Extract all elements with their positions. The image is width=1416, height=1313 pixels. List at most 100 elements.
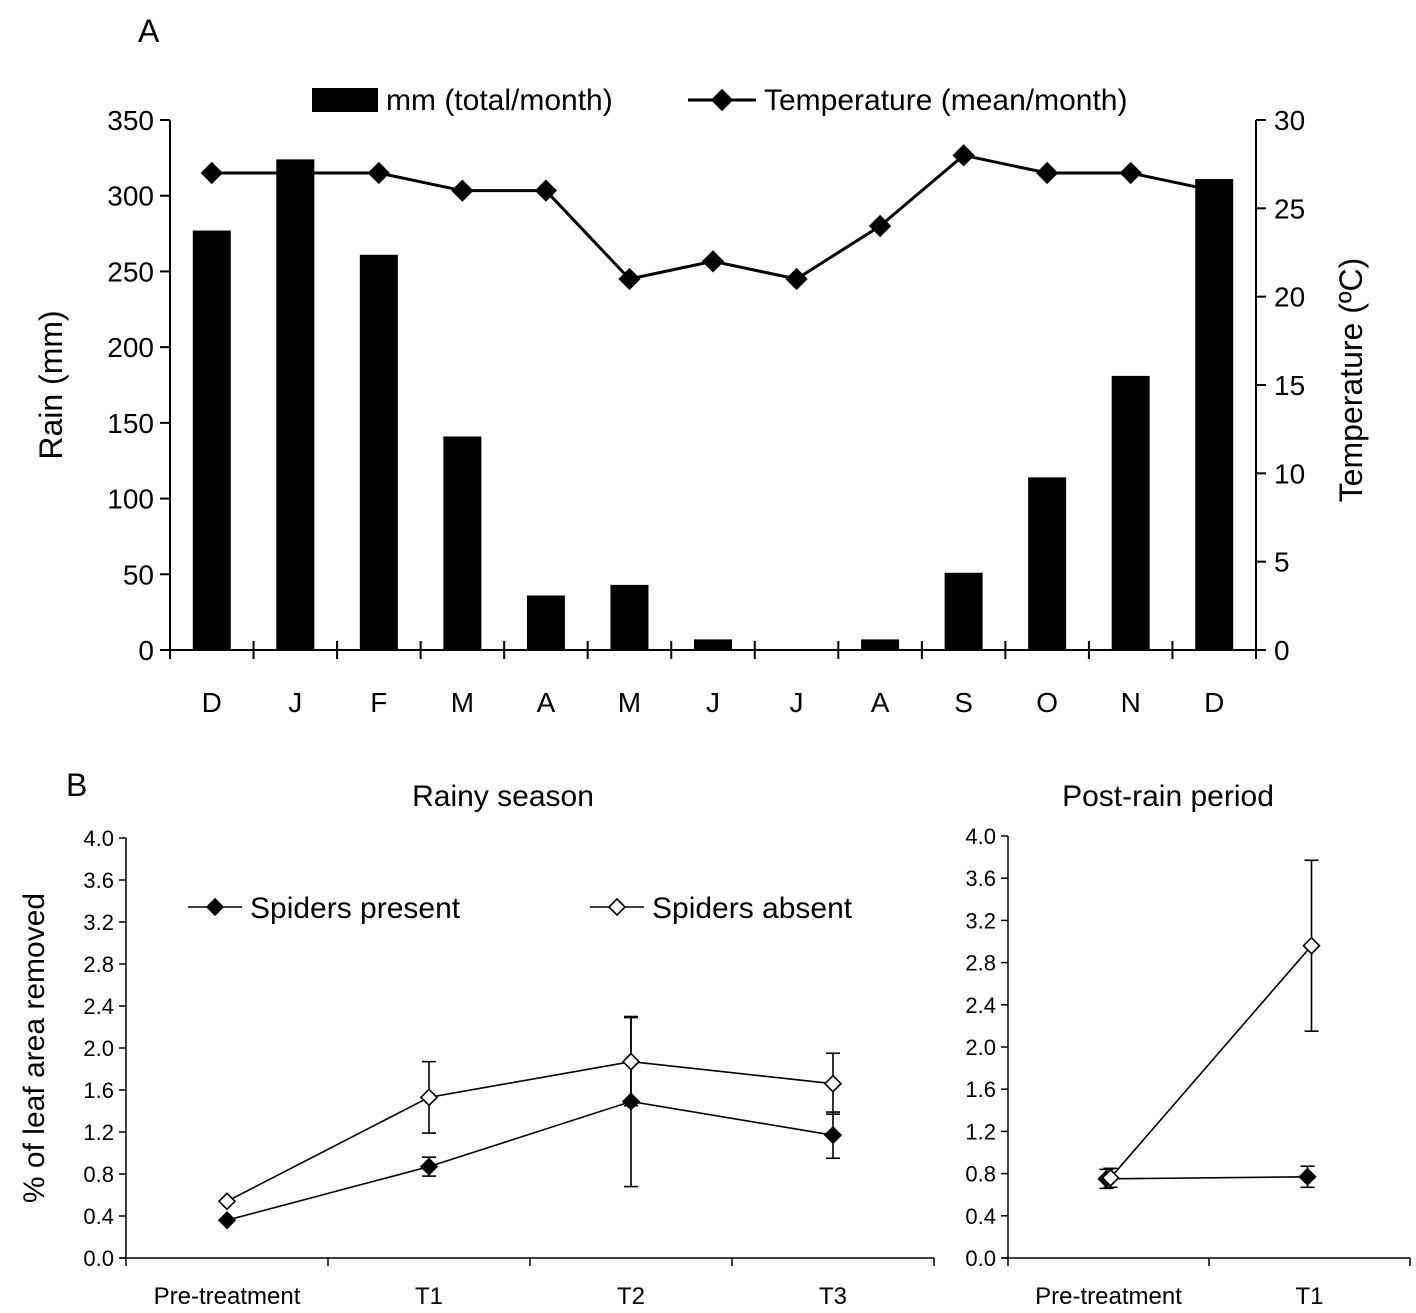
- left-axis-tick-label: 300: [107, 181, 154, 212]
- y-axis-tick-label: 4.0: [965, 824, 996, 849]
- y-axis-tick-label: 0.8: [965, 1162, 996, 1187]
- right-axis-tick-label: 5: [1274, 547, 1290, 578]
- temperature-marker: [1203, 179, 1226, 202]
- panel-label: A: [138, 13, 160, 49]
- rain-bar: [192, 230, 231, 651]
- x-axis-tick-label: D: [1204, 687, 1224, 718]
- temperature-marker: [451, 179, 474, 202]
- x-axis-tick-label: A: [871, 687, 890, 718]
- y-axis-tick-label: 1.6: [83, 1078, 114, 1103]
- y-axis-tick-label: 0.8: [83, 1162, 114, 1187]
- left-axis-tick-label: 0: [138, 635, 154, 666]
- legend-absent-label: Spiders absent: [652, 892, 853, 925]
- y-axis-tick-label: 0.0: [965, 1246, 996, 1271]
- panel-label: B: [66, 767, 87, 803]
- left-axis-tick-label: 50: [123, 559, 154, 590]
- temperature-marker: [618, 267, 641, 291]
- spiders-present-line: [226, 1100, 834, 1221]
- panel-title: Post-rain period: [1062, 780, 1274, 813]
- spiders-absent-marker: [823, 1074, 843, 1093]
- x-axis-tick-label: J: [706, 687, 720, 718]
- x-axis-tick-label: T1: [1295, 1283, 1323, 1310]
- rain-bar: [359, 254, 398, 650]
- spiders-absent-marker: [1302, 936, 1321, 955]
- temperature-marker: [701, 250, 725, 273]
- right-axis-tick-label: 25: [1274, 193, 1305, 224]
- x-axis-tick-label: Pre-treatment: [1035, 1283, 1182, 1310]
- legend-absent-marker: [607, 897, 627, 917]
- y-axis-tick-label: 3.2: [83, 910, 114, 935]
- spiders-present-marker: [1298, 1167, 1317, 1186]
- y-axis-tick-label: 2.8: [83, 952, 114, 977]
- temperature-marker: [534, 179, 558, 202]
- rain-bar: [861, 639, 900, 650]
- y-axis-tick-label: 2.0: [83, 1036, 114, 1061]
- y-axis-tick-label: 0.0: [83, 1246, 114, 1271]
- legend-present-marker: [205, 897, 225, 917]
- right-axis-tick-label: 20: [1274, 282, 1305, 313]
- spiders-absent-line: [1109, 945, 1313, 1179]
- spiders-present-marker: [419, 1157, 439, 1176]
- spiders-present-marker: [823, 1126, 843, 1145]
- right-axis-tick-label: 0: [1274, 635, 1290, 666]
- temperature-marker: [200, 161, 223, 185]
- rain-bar: [694, 639, 732, 650]
- rain-bar: [1195, 179, 1234, 651]
- legend-bar-label: mm (total/month): [386, 84, 613, 117]
- panel-b-post-rain-chart: 0.0 0.4 0.8 1.2 1.6 2.0 2.4 2.8 3.2 3.6 4.0 Pre-tre…: [965, 780, 1411, 1310]
- x-axis-tick-label: S: [954, 687, 973, 718]
- left-axis-title: Rain (mm): [33, 310, 69, 459]
- x-axis-tick-label: M: [451, 687, 474, 718]
- spiders-present-line: [1106, 1175, 1308, 1180]
- x-axis-tick-label: M: [618, 687, 641, 718]
- left-axis-tick-label: 100: [107, 484, 154, 515]
- spiders-absent-marker: [621, 1052, 641, 1071]
- legend-present-label: Spiders present: [250, 892, 461, 925]
- x-axis-tick-label: O: [1036, 687, 1058, 718]
- rain-bar: [1028, 477, 1067, 650]
- panel-a-rain-temperature-chart: A 0 50 100 150 200 250 300 350 0 5 10 15 20 25 30 D J F M A M…: [33, 13, 1369, 718]
- x-axis-tick-label: T2: [617, 1283, 645, 1310]
- temperature-marker: [284, 161, 307, 185]
- x-axis-tick-label: J: [288, 687, 302, 718]
- rain-bar: [1111, 375, 1150, 650]
- x-axis-tick-label: N: [1121, 687, 1141, 718]
- x-axis-tick-label: A: [537, 687, 556, 718]
- y-axis-tick-label: 1.2: [965, 1119, 996, 1144]
- rain-bar: [610, 584, 649, 650]
- right-axis-tick-label: 15: [1274, 370, 1305, 401]
- y-axis-tick-label: 0.4: [83, 1204, 114, 1229]
- spiders-absent-line: [226, 1060, 834, 1203]
- spiders-present-marker: [217, 1211, 237, 1230]
- temperature-marker: [952, 144, 975, 167]
- left-axis-tick-label: 250: [107, 256, 154, 287]
- temperature-marker: [1036, 161, 1059, 185]
- temperature-marker: [785, 267, 808, 291]
- x-axis-tick-label: T1: [415, 1283, 443, 1310]
- temperature-marker: [868, 214, 892, 238]
- y-axis-tick-label: 3.6: [83, 868, 114, 893]
- rain-bar: [526, 595, 565, 650]
- y-axis-tick-label: 1.6: [965, 1077, 996, 1102]
- left-axis-tick-label: 350: [107, 105, 154, 136]
- y-axis-tick-label: 2.8: [965, 951, 996, 976]
- panel-title: Rainy season: [412, 780, 594, 813]
- spiders-absent-marker: [1101, 1168, 1120, 1187]
- spiders-absent-marker: [419, 1088, 439, 1107]
- right-axis-title: Temperature (ºC): [1333, 258, 1369, 503]
- x-axis-tick-label: F: [370, 687, 387, 718]
- temperature-marker: [367, 161, 390, 185]
- rain-bar: [276, 159, 315, 650]
- x-axis-tick-label: Pre-treatment: [154, 1283, 301, 1310]
- y-axis-tick-label: 2.4: [83, 994, 114, 1019]
- rain-bar: [944, 572, 983, 650]
- y-axis-tick-label: 4.0: [83, 826, 114, 851]
- right-axis-tick-label: 10: [1274, 458, 1305, 489]
- y-axis-tick-label: 3.6: [965, 866, 996, 891]
- y-axis-tick-label: 2.4: [965, 993, 996, 1018]
- y-axis-tick-label: 2.0: [965, 1035, 996, 1060]
- legend-bar-swatch: [312, 88, 378, 112]
- rain-bar: [443, 436, 482, 650]
- x-axis-tick-label: D: [202, 687, 222, 718]
